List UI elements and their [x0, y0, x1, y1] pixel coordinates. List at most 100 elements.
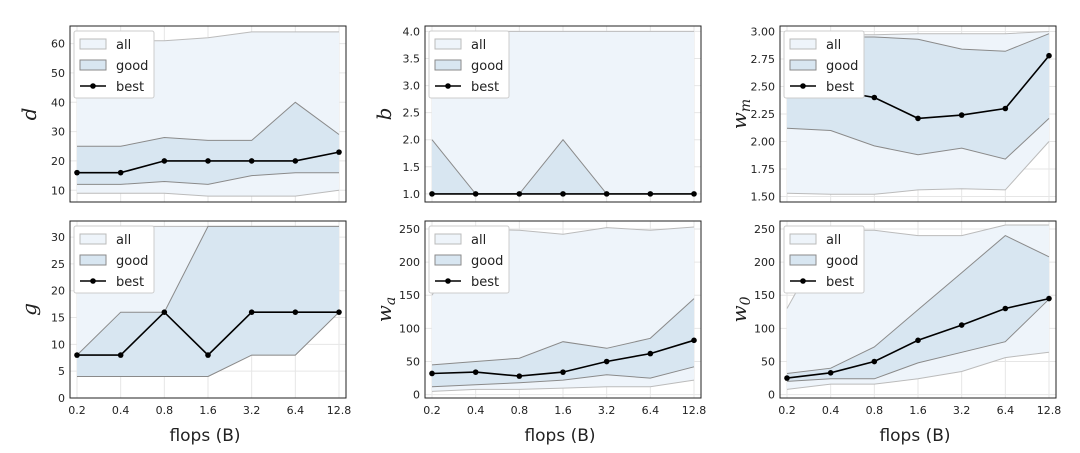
best-point: [1046, 52, 1052, 59]
legend-swatch-all: [434, 233, 462, 245]
best-point: [74, 352, 80, 358]
x-tick-label: 3.2: [243, 404, 261, 417]
good-lower-edge: [431, 366, 695, 388]
good-lower-edge: [786, 118, 1050, 160]
good-lower-edge: [786, 298, 1050, 382]
y-tick-label: 40: [51, 96, 65, 109]
legend-label-good: good: [471, 254, 503, 269]
y-tick-label: 100: [754, 322, 775, 335]
legend: all good best: [73, 225, 155, 294]
best-point: [205, 158, 211, 164]
axes-frame: [779, 25, 1057, 203]
legend-swatch-good: [434, 254, 462, 266]
axes-frame: [779, 220, 1057, 399]
y-tick-label: 4.0: [403, 25, 421, 38]
legend-swatch-good: [434, 59, 462, 71]
legend-swatch-best-marker: [800, 83, 806, 89]
y-tick-label: 15: [51, 312, 65, 325]
good-lower-edge: [77, 311, 340, 377]
y-tick-label: 20: [51, 155, 65, 168]
good-band: [77, 226, 339, 377]
x-tick-label: 3.2: [953, 404, 971, 417]
legend-label-all: all: [471, 38, 486, 53]
legend-swatch-all: [789, 38, 817, 50]
subplot-6: 0 50 100 150 200 250 0.2 0.4 0.8 1.6 3.2 6.4 12.8 w0 a…: [727, 220, 1061, 417]
best-point: [958, 112, 965, 118]
good-band: [77, 102, 339, 185]
subplot-4: 0 5 10 15 20 25 30 0.2 0.4 0.8 1.6 3.2 6.4 12.8 g all go…: [17, 220, 352, 417]
best-point: [603, 191, 610, 197]
all-lower-edge: [786, 351, 1050, 390]
subplot-2: 1.0 1.5 2.0 2.5 3.0 3.5 4.0 b all good best: [372, 25, 702, 203]
best-point: [161, 158, 168, 164]
best-point: [647, 191, 654, 197]
legend: all good best: [428, 225, 510, 294]
x-tick-label: 6.4: [642, 404, 660, 417]
best-point: [429, 191, 435, 197]
legend-label-all: all: [826, 233, 841, 248]
best-point: [292, 158, 299, 164]
legend-label-good: good: [116, 254, 148, 269]
legend-swatch-all: [434, 38, 462, 50]
axes-frame: [424, 220, 702, 399]
legend-label-good: good: [826, 59, 858, 74]
y-tick-label: 1.50: [751, 191, 776, 204]
x-tick-label: 0.4: [822, 404, 840, 417]
y-tick-label: 1.5: [403, 161, 421, 174]
best-point: [336, 309, 342, 315]
x-tick-label: 0.8: [511, 404, 529, 417]
all-lower-edge: [77, 189, 340, 197]
all-lower-edge: [431, 379, 695, 392]
legend-swatch-good: [79, 59, 107, 71]
best-point: [516, 373, 523, 379]
best-point: [784, 375, 790, 381]
best-point: [1046, 295, 1052, 302]
y-tick-label: 2.25: [751, 108, 776, 121]
y-tick-label: 250: [399, 223, 420, 236]
y-tick-label: 100: [399, 322, 420, 335]
legend: all good best: [428, 30, 510, 99]
good-upper-edge: [431, 298, 695, 366]
y-tick-label: 150: [399, 289, 420, 302]
x-tick-label: 3.2: [598, 404, 616, 417]
best-point: [915, 337, 921, 344]
y-tick-label: 50: [761, 356, 775, 369]
all-lower-edge: [786, 141, 1050, 195]
x-tick-label: 0.4: [112, 404, 130, 417]
best-point: [560, 191, 566, 197]
y-tick-label: 60: [51, 38, 65, 51]
axes-frame: [424, 25, 702, 203]
legend-swatch-good: [79, 254, 107, 266]
good-upper-edge: [77, 101, 340, 147]
good-band: [787, 235, 1049, 382]
legend-label-good: good: [116, 59, 148, 74]
best-point: [205, 352, 211, 358]
legend-swatch-best-marker: [445, 278, 451, 284]
y-tick-label: 50: [51, 67, 65, 80]
legend-label-best: best: [471, 80, 499, 95]
x-tick-label: 12.8: [682, 404, 707, 417]
legend: all good best: [783, 30, 865, 99]
best-point: [516, 191, 523, 197]
best-point: [74, 169, 80, 176]
good-upper-edge: [786, 235, 1050, 374]
x-tick-label: 12.8: [327, 404, 352, 417]
best-point: [117, 169, 124, 176]
y-axis-label: wa: [372, 297, 399, 322]
best-point: [827, 370, 834, 376]
y-tick-label: 10: [51, 338, 65, 351]
legend-label-all: all: [826, 38, 841, 53]
y-tick-label: 0: [413, 389, 420, 402]
y-tick-label: 2.0: [403, 134, 421, 147]
legend-label-good: good: [471, 59, 503, 74]
best-point: [248, 158, 255, 164]
legend-label-best: best: [116, 275, 144, 290]
legend-swatch-good: [789, 59, 817, 71]
best-point: [647, 350, 654, 357]
legend-label-best: best: [471, 275, 499, 290]
legend-label-all: all: [116, 38, 131, 53]
best-point: [336, 149, 342, 155]
best-point: [871, 358, 878, 365]
y-tick-label: 30: [51, 231, 65, 244]
y-axis-label: d: [17, 108, 41, 121]
